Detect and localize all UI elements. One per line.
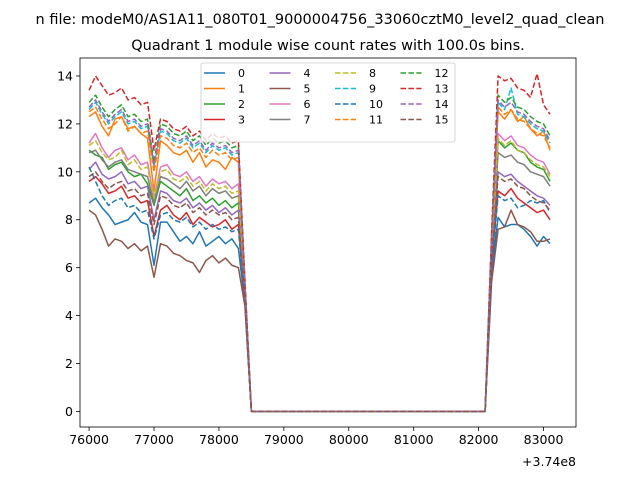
x-tick-label: 81000 xyxy=(394,432,434,447)
series-line-8 xyxy=(88,137,551,413)
y-tick-label: 10 xyxy=(57,164,73,179)
y-tick-label: 14 xyxy=(57,68,73,83)
series-line-3 xyxy=(88,175,551,413)
legend-label-6: 6 xyxy=(304,98,311,111)
series-line-15 xyxy=(88,171,551,413)
series-line-4 xyxy=(88,161,551,413)
x-tick-label: 83000 xyxy=(524,432,564,447)
legend-label-15: 15 xyxy=(435,114,449,127)
series-line-10 xyxy=(88,166,551,413)
y-tick-label: 8 xyxy=(65,212,73,227)
plot-area: 76000 77000 78000 79000 80000 81000 82000 83000… xyxy=(57,57,577,447)
series-line-12 xyxy=(88,94,551,413)
series-line-7 xyxy=(88,149,551,413)
legend-label-10: 10 xyxy=(369,98,383,111)
x-tick-label: 79000 xyxy=(264,432,304,447)
y-tick-label: 12 xyxy=(57,116,73,131)
series-line-2 xyxy=(88,139,551,413)
legend-label-3: 3 xyxy=(238,114,245,127)
legend-label-13: 13 xyxy=(435,83,449,96)
series-line-14 xyxy=(88,99,551,413)
legend-label-14: 14 xyxy=(435,98,449,111)
legend-label-2: 2 xyxy=(238,98,245,111)
chart-suptitle: n file: modeM0/AS1A11_080T01_9000004756_… xyxy=(36,12,605,28)
legend-label-7: 7 xyxy=(304,114,311,127)
series-line-0 xyxy=(88,197,551,413)
x-tick-label: 77000 xyxy=(134,432,174,447)
series-line-11 xyxy=(88,106,551,413)
x-tick-label: 80000 xyxy=(329,432,369,447)
axes-frame xyxy=(79,57,577,428)
series-line-9 xyxy=(88,87,551,413)
y-tick-label: 4 xyxy=(65,308,73,323)
x-tick-label: 76000 xyxy=(69,432,109,447)
legend-label-8: 8 xyxy=(369,67,376,80)
x-offset-label: +3.74e8 xyxy=(522,454,576,469)
x-tick-label: 82000 xyxy=(459,432,499,447)
legend-label-11: 11 xyxy=(369,114,383,127)
legend-label-0: 0 xyxy=(238,67,245,80)
y-tick-label: 2 xyxy=(65,356,73,371)
legend-label-1: 1 xyxy=(238,83,245,96)
legend-box xyxy=(200,62,456,143)
y-tick-label: 6 xyxy=(65,260,73,275)
series-line-5 xyxy=(88,209,551,413)
chart-title: Quadrant 1 module wise count rates with … xyxy=(131,38,525,54)
y-tick-label: 0 xyxy=(65,404,73,419)
x-tick-label: 78000 xyxy=(199,432,239,447)
legend-label-4: 4 xyxy=(304,67,311,80)
legend-label-5: 5 xyxy=(304,83,311,96)
series-line-6 xyxy=(88,132,551,413)
legend-label-12: 12 xyxy=(435,67,449,80)
legend-label-9: 9 xyxy=(369,83,376,96)
